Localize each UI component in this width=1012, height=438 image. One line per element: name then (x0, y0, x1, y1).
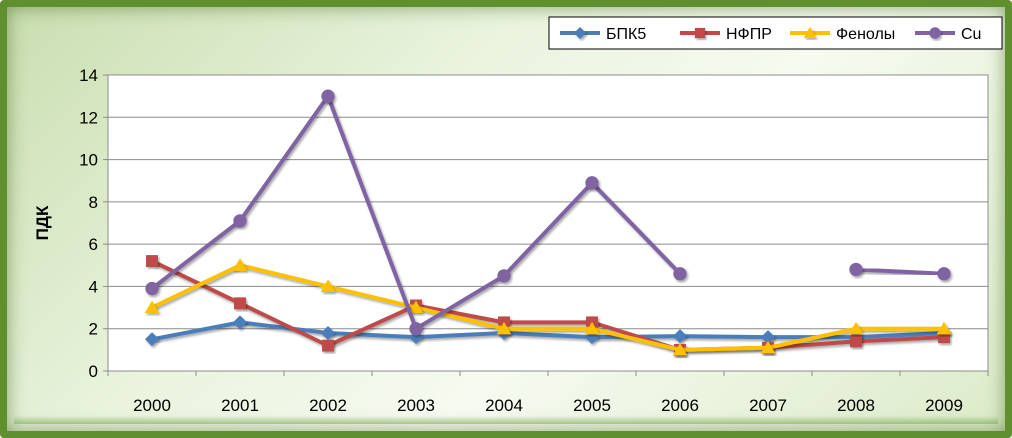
data-point (936, 321, 952, 335)
data-point (320, 279, 336, 293)
legend-item: БПК5 (560, 26, 646, 43)
data-point (145, 332, 159, 347)
x-tick-label: 2003 (397, 396, 435, 415)
legend-label: Cu (961, 26, 981, 43)
data-point (496, 321, 512, 335)
y-tick-label: 12 (79, 108, 98, 127)
x-tick-label: 2009 (925, 396, 963, 415)
series-triangle (144, 258, 952, 356)
y-tick-label: 6 (89, 235, 98, 254)
legend-label: НФПР (726, 26, 772, 43)
data-point (584, 321, 600, 335)
series-line (854, 267, 946, 276)
x-axis-ticks: 2000 2001 2002 2003 2004 2005 2006 2007 2008 2009 (107, 371, 989, 415)
y-tick-label: 14 (79, 66, 98, 85)
data-point (144, 300, 160, 314)
legend-marker (803, 27, 817, 38)
x-tick-label: 2004 (485, 396, 523, 415)
data-point (761, 330, 775, 345)
x-tick-label: 2005 (573, 396, 611, 415)
legend-item: Cu (915, 26, 981, 43)
legend-item: Фенолы (790, 26, 895, 43)
data-point (408, 300, 424, 314)
legend-label: Фенолы (836, 26, 895, 43)
data-point (849, 262, 863, 277)
data-point (232, 258, 248, 271)
x-tick-label: 2006 (661, 396, 699, 415)
data-point (850, 335, 862, 348)
y-tick-label: 10 (79, 151, 98, 170)
data-point (937, 267, 951, 281)
legend-items: БПК5 НФПР Фенолы Cu (560, 26, 981, 43)
grid-lines (108, 116, 988, 330)
data-point (145, 281, 159, 296)
data-point (409, 322, 423, 336)
y-axis-ticks: 0 2 4 6 8 10 12 14 (79, 66, 108, 381)
data-point (322, 339, 334, 352)
data-point (497, 269, 511, 283)
x-tick-label: 2001 (221, 396, 259, 415)
data-point (673, 267, 687, 281)
data-point (321, 325, 335, 340)
legend-marker (574, 27, 586, 39)
y-tick-label: 2 (89, 320, 98, 339)
series-group (144, 89, 952, 356)
data-point (672, 342, 688, 356)
x-tick-label: 2000 (133, 396, 171, 415)
data-point (234, 297, 246, 310)
legend: БПК5 НФПР Фенолы Cu (548, 16, 1003, 50)
x-tick-label: 2007 (749, 396, 787, 415)
series-line (150, 263, 946, 352)
legend-marker (694, 27, 706, 39)
x-tick-label: 2002 (309, 396, 347, 415)
data-point (848, 321, 864, 335)
data-point (760, 340, 776, 354)
data-point (673, 329, 687, 344)
data-point (938, 331, 950, 344)
y-axis-label: ПДК (33, 205, 52, 240)
data-point (233, 214, 247, 228)
data-point (146, 255, 158, 268)
legend-label: БПК5 (606, 26, 646, 43)
data-point (321, 89, 335, 103)
data-point (585, 176, 599, 190)
series-line (150, 259, 946, 352)
y-tick-label: 0 (89, 362, 98, 381)
legend-item: НФПР (680, 26, 772, 43)
frame-bottom-shade (14, 416, 998, 424)
x-tick-label: 2008 (837, 396, 875, 415)
y-tick-label: 8 (89, 193, 98, 212)
legend-marker (929, 27, 941, 39)
series-circle (145, 89, 951, 336)
y-tick-label: 4 (89, 277, 98, 296)
data-point (233, 315, 247, 330)
